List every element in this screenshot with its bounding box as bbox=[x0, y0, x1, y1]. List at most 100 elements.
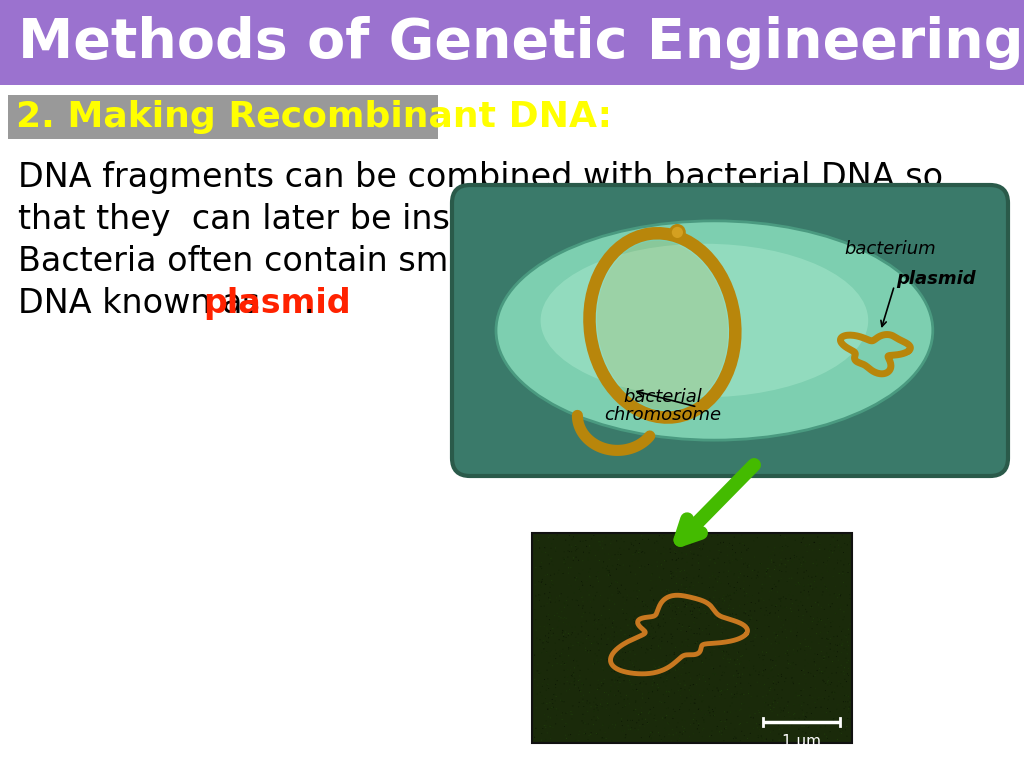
Point bbox=[636, 720, 652, 733]
Point bbox=[825, 713, 842, 725]
Point bbox=[686, 548, 702, 560]
Point bbox=[671, 674, 687, 687]
Point bbox=[651, 670, 668, 683]
Point bbox=[713, 577, 729, 589]
Point bbox=[708, 571, 724, 583]
Point bbox=[624, 679, 640, 691]
Point bbox=[539, 645, 555, 657]
Point bbox=[625, 684, 641, 696]
Point bbox=[751, 719, 767, 731]
Point bbox=[693, 607, 710, 620]
Point bbox=[560, 641, 577, 654]
Point bbox=[838, 580, 854, 592]
Point bbox=[750, 731, 766, 743]
Point bbox=[749, 676, 765, 688]
Point bbox=[836, 696, 852, 708]
Point bbox=[707, 612, 723, 624]
Point bbox=[578, 625, 594, 637]
Point bbox=[627, 648, 643, 660]
Point bbox=[674, 636, 690, 648]
Point bbox=[566, 676, 583, 688]
Point bbox=[706, 601, 722, 614]
Point bbox=[782, 658, 799, 670]
Point bbox=[803, 667, 819, 680]
Point bbox=[623, 654, 639, 667]
Point bbox=[694, 687, 711, 699]
Point bbox=[649, 556, 666, 568]
Point bbox=[763, 554, 779, 566]
Point bbox=[650, 727, 667, 739]
Point bbox=[650, 618, 667, 631]
Point bbox=[733, 703, 750, 715]
Point bbox=[749, 622, 765, 634]
Point bbox=[623, 723, 639, 735]
Point bbox=[592, 539, 608, 551]
Point bbox=[582, 679, 598, 691]
Point bbox=[692, 544, 709, 556]
Point bbox=[574, 637, 591, 650]
Point bbox=[630, 684, 646, 697]
Point bbox=[677, 530, 693, 542]
Point bbox=[719, 706, 735, 718]
Point bbox=[721, 648, 737, 660]
Point bbox=[655, 654, 672, 666]
Point bbox=[813, 701, 829, 713]
Point bbox=[564, 621, 581, 634]
Point bbox=[791, 611, 807, 623]
Point bbox=[677, 657, 693, 670]
Point bbox=[586, 607, 602, 620]
Point bbox=[783, 719, 800, 731]
Point bbox=[660, 717, 677, 730]
Point bbox=[565, 531, 582, 543]
Point bbox=[641, 730, 657, 743]
Point bbox=[787, 579, 804, 591]
Point bbox=[545, 721, 561, 733]
Point bbox=[582, 545, 598, 557]
Point bbox=[614, 591, 631, 604]
Point bbox=[796, 556, 812, 568]
Point bbox=[712, 609, 728, 621]
Point bbox=[659, 585, 676, 598]
Point bbox=[786, 647, 803, 660]
Point bbox=[758, 564, 774, 577]
Point bbox=[611, 650, 628, 663]
Point bbox=[580, 595, 596, 607]
Point bbox=[662, 649, 678, 661]
Point bbox=[836, 558, 852, 571]
Point bbox=[767, 561, 783, 573]
Point bbox=[695, 714, 712, 727]
Point bbox=[729, 647, 745, 659]
Point bbox=[703, 725, 720, 737]
Text: DNA known as: DNA known as bbox=[18, 287, 270, 320]
Point bbox=[542, 586, 558, 598]
Point bbox=[780, 640, 797, 652]
Point bbox=[681, 578, 697, 591]
Point bbox=[834, 625, 850, 637]
Point bbox=[757, 700, 773, 713]
Point bbox=[806, 536, 822, 548]
Point bbox=[691, 727, 708, 739]
Point bbox=[626, 622, 642, 634]
Point bbox=[583, 596, 599, 608]
Point bbox=[605, 634, 622, 647]
Point bbox=[808, 570, 824, 582]
Point bbox=[750, 571, 766, 583]
Point bbox=[769, 630, 785, 642]
Point bbox=[564, 668, 581, 680]
Point bbox=[606, 689, 623, 701]
Point bbox=[652, 558, 669, 570]
Point bbox=[737, 638, 754, 650]
Point bbox=[562, 642, 579, 654]
Point bbox=[665, 631, 681, 643]
Point bbox=[815, 674, 831, 687]
Point bbox=[651, 571, 668, 583]
Point bbox=[567, 545, 584, 557]
Point bbox=[822, 678, 839, 690]
Point bbox=[775, 729, 792, 741]
Point bbox=[594, 700, 610, 713]
Point bbox=[778, 593, 795, 605]
Point bbox=[616, 700, 633, 713]
Point bbox=[700, 619, 717, 631]
Point bbox=[555, 643, 571, 655]
Point bbox=[627, 568, 643, 581]
